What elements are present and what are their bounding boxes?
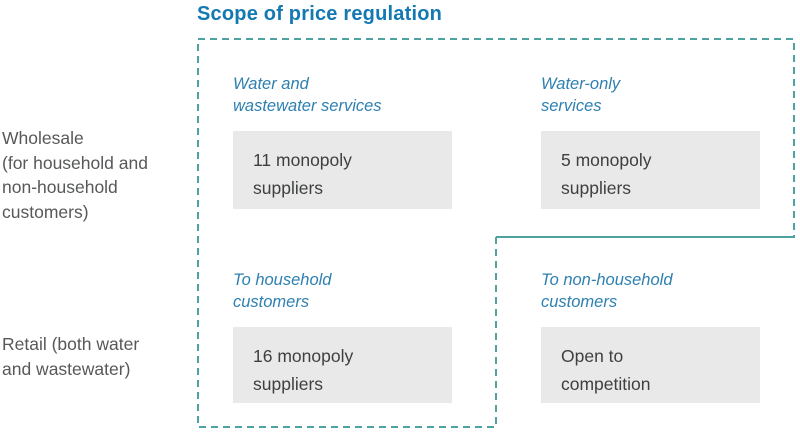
row-label-retail: Retail (both water and wastewater): [2, 334, 140, 379]
supplier-count-text: 5 monopoly suppliers: [561, 150, 652, 198]
cell-retail-household: To household customers 16 monopoly suppl…: [233, 269, 452, 403]
cell-wholesale-water-and-wastewater: Water and wastewater services 11 monopol…: [233, 73, 452, 209]
open-to-competition-box: Open to competition: [541, 327, 760, 403]
cell-heading: Water and wastewater services: [233, 75, 382, 115]
figure-title: Scope of price regulation: [197, 3, 443, 25]
cell-heading: To household customers: [233, 271, 332, 311]
supplier-count-box: 11 monopoly suppliers: [233, 131, 452, 209]
cell-wholesale-water-only: Water-only services 5 monopoly suppliers: [541, 73, 760, 209]
cell-heading: To non-household customers: [541, 271, 673, 311]
supplier-count-box: 5 monopoly suppliers: [541, 131, 760, 209]
supplier-count-text: 16 monopoly suppliers: [253, 346, 354, 394]
supplier-count-box: 16 monopoly suppliers: [233, 327, 452, 403]
supplier-count-text: 11 monopoly suppliers: [253, 150, 352, 198]
cell-retail-non-household: To non-household customers Open to compe…: [541, 269, 760, 403]
row-label-wholesale: Wholesale (for household and non-househo…: [2, 128, 148, 222]
open-to-competition-text: Open to competition: [561, 346, 651, 394]
cell-heading: Water-only services: [541, 75, 621, 115]
